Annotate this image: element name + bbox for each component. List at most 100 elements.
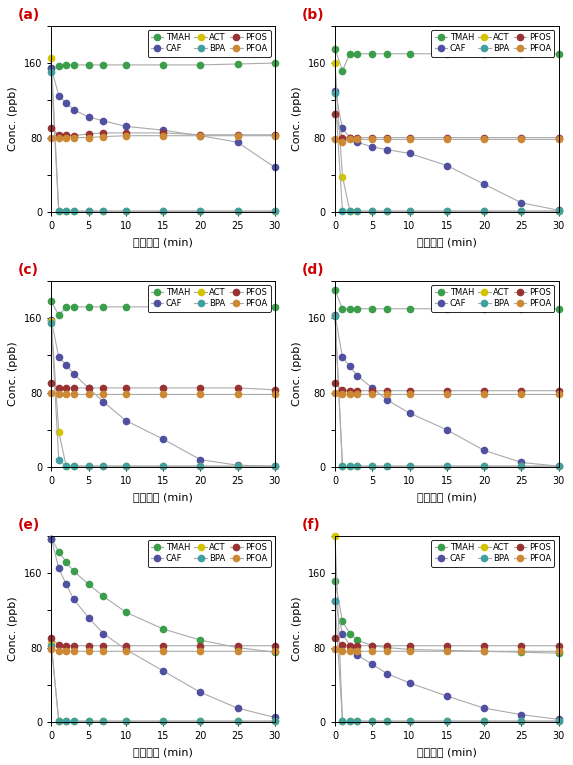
BPA	[123, 461, 129, 470]
TMAH	[197, 636, 204, 645]
PFOA	[85, 646, 92, 656]
Line: TMAH: TMAH	[332, 46, 562, 73]
BPA	[406, 461, 413, 470]
CAF	[197, 455, 204, 464]
CAF	[369, 142, 376, 151]
CAF	[384, 669, 391, 679]
CAF	[100, 116, 107, 125]
BPA	[406, 207, 413, 216]
CAF	[444, 161, 450, 170]
TMAH	[48, 534, 55, 543]
Y-axis label: Conc. (ppb): Conc. (ppb)	[292, 342, 302, 406]
PFOS	[406, 641, 413, 650]
Line: PFOA: PFOA	[332, 646, 562, 654]
PFOA	[354, 646, 361, 656]
Line: BPA: BPA	[332, 90, 562, 214]
CAF	[123, 122, 129, 131]
PFOS	[63, 383, 70, 392]
PFOA	[160, 131, 167, 140]
PFOS	[100, 383, 107, 392]
PFOS	[123, 641, 129, 650]
TMAH	[481, 646, 488, 656]
TMAH	[56, 61, 62, 70]
ACT	[555, 717, 562, 726]
PFOA	[48, 645, 55, 654]
PFOA	[444, 390, 450, 399]
BPA	[369, 207, 376, 216]
BPA	[339, 461, 346, 470]
Y-axis label: Conc. (ppb): Conc. (ppb)	[292, 597, 302, 661]
Line: CAF: CAF	[332, 598, 562, 722]
BPA	[384, 207, 391, 216]
Line: PFOA: PFOA	[332, 389, 562, 398]
BPA	[332, 311, 339, 321]
Line: TMAH: TMAH	[48, 60, 278, 71]
PFOS	[555, 641, 562, 650]
TMAH	[70, 302, 77, 311]
TMAH	[100, 60, 107, 70]
TMAH	[444, 49, 450, 58]
CAF	[347, 641, 354, 650]
Y-axis label: Conc. (ppb): Conc. (ppb)	[292, 86, 302, 151]
PFOS	[70, 383, 77, 392]
PFOA	[100, 390, 107, 399]
TMAH	[406, 304, 413, 314]
Line: ACT: ACT	[48, 640, 278, 724]
BPA	[56, 717, 62, 726]
Line: ACT: ACT	[332, 60, 562, 214]
PFOS	[85, 129, 92, 138]
X-axis label: 반응시간 (min): 반응시간 (min)	[417, 492, 477, 502]
ACT	[555, 461, 562, 470]
PFOA	[339, 138, 346, 147]
CAF	[339, 629, 346, 638]
CAF	[56, 91, 62, 100]
ACT	[384, 207, 391, 216]
PFOS	[56, 640, 62, 649]
PFOS	[234, 383, 241, 392]
BPA	[444, 461, 450, 470]
ACT	[518, 717, 525, 726]
PFOS	[272, 386, 278, 395]
Text: (f): (f)	[301, 518, 320, 532]
BPA	[70, 207, 77, 216]
PFOA	[555, 390, 562, 399]
PFOA	[85, 133, 92, 142]
TMAH	[369, 641, 376, 650]
CAF	[48, 315, 55, 324]
BPA	[347, 461, 354, 470]
ACT	[48, 638, 55, 647]
ACT	[100, 207, 107, 216]
ACT	[339, 717, 346, 726]
CAF	[481, 704, 488, 713]
Line: PFOS: PFOS	[332, 380, 562, 394]
PFOA	[406, 390, 413, 399]
TMAH	[384, 643, 391, 652]
PFOA	[339, 390, 346, 399]
CAF	[369, 383, 376, 392]
TMAH	[123, 607, 129, 617]
CAF	[406, 409, 413, 418]
CAF	[197, 688, 204, 697]
PFOS	[354, 386, 361, 396]
PFOS	[481, 133, 488, 142]
ACT	[444, 207, 450, 216]
BPA	[354, 461, 361, 470]
ACT	[197, 717, 204, 726]
BPA	[160, 207, 167, 216]
ACT	[70, 717, 77, 726]
CAF	[100, 397, 107, 406]
PFOS	[555, 133, 562, 142]
TMAH	[234, 302, 241, 311]
TMAH	[100, 592, 107, 601]
BPA	[354, 207, 361, 216]
BPA	[444, 207, 450, 216]
CAF	[272, 461, 278, 470]
ACT	[272, 207, 278, 216]
CAF	[347, 133, 354, 142]
Line: ACT: ACT	[48, 55, 278, 214]
CAF	[406, 149, 413, 158]
BPA	[63, 461, 70, 470]
BPA	[197, 461, 204, 470]
TMAH	[85, 302, 92, 311]
BPA	[384, 461, 391, 470]
